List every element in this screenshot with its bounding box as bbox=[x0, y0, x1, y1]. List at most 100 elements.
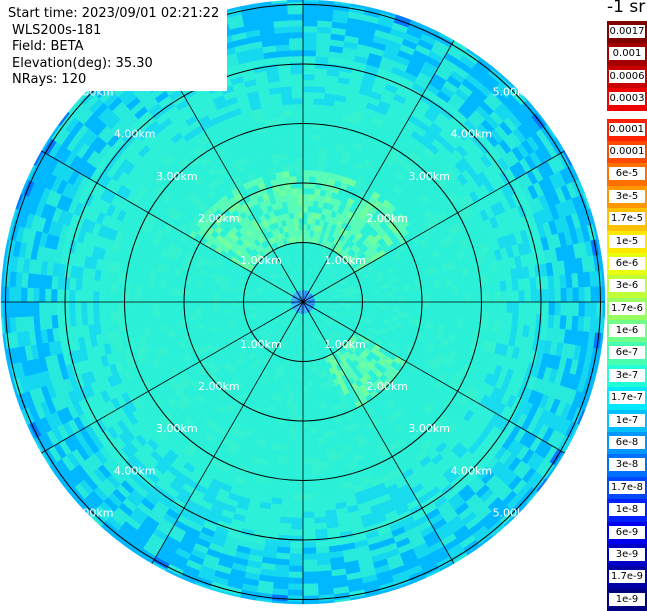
beta-cell bbox=[219, 306, 225, 311]
beta-cell bbox=[147, 310, 154, 318]
beta-cell bbox=[312, 385, 317, 392]
beta-cell bbox=[500, 281, 507, 292]
beta-cell bbox=[135, 302, 141, 311]
beta-cell bbox=[363, 299, 369, 302]
beta-cell bbox=[117, 283, 124, 293]
beta-cell bbox=[315, 523, 327, 530]
beta-cell bbox=[453, 294, 459, 302]
beta-cell bbox=[445, 317, 452, 325]
beta-cell bbox=[303, 164, 310, 170]
beta-cell bbox=[537, 289, 543, 302]
beta-cell bbox=[288, 578, 303, 584]
beta-cell bbox=[404, 291, 410, 297]
beta-cell bbox=[303, 362, 306, 368]
beta-cell bbox=[207, 297, 213, 302]
beta-cell bbox=[308, 392, 313, 398]
beta-cell bbox=[303, 440, 311, 446]
beta-cell bbox=[303, 152, 311, 158]
beta-cell bbox=[303, 140, 311, 146]
beta-cell bbox=[196, 313, 203, 319]
beta-cell bbox=[303, 578, 318, 584]
beta-cell bbox=[123, 283, 130, 293]
beta-cell bbox=[201, 307, 207, 313]
beta-cell bbox=[403, 280, 410, 286]
beta-cell bbox=[387, 293, 393, 298]
beta-cell bbox=[429, 295, 435, 302]
beta-cell bbox=[303, 452, 311, 458]
beta-cell bbox=[428, 309, 435, 316]
beta-cell bbox=[298, 392, 303, 398]
beta-cell bbox=[464, 284, 471, 293]
beta-cell bbox=[489, 302, 495, 312]
beta-cell bbox=[482, 311, 489, 321]
beta-cell bbox=[190, 313, 197, 320]
beta-cell bbox=[427, 315, 434, 322]
beta-cell bbox=[303, 158, 311, 164]
beta-cell bbox=[380, 289, 387, 294]
beta-cell bbox=[314, 86, 326, 93]
beta-cell bbox=[303, 56, 316, 62]
beta-cell bbox=[303, 68, 315, 74]
beta-cell bbox=[117, 292, 123, 302]
beta-cell bbox=[311, 140, 320, 147]
beta-cell bbox=[294, 470, 303, 476]
beta-cell bbox=[513, 291, 519, 302]
beta-cell bbox=[303, 80, 315, 86]
beta-cell bbox=[573, 302, 579, 316]
beta-cell bbox=[446, 286, 453, 294]
beta-cell bbox=[189, 302, 195, 308]
beta-cell bbox=[159, 294, 165, 302]
beta-cell bbox=[201, 297, 207, 302]
beta-cell bbox=[295, 440, 303, 446]
beta-cell bbox=[488, 312, 495, 322]
beta-cell bbox=[111, 282, 118, 292]
beta-cell bbox=[281, 432, 289, 439]
beta-cell bbox=[310, 164, 318, 171]
beta-cell bbox=[51, 276, 58, 289]
beta-cell bbox=[494, 281, 501, 292]
beta-cell bbox=[208, 311, 215, 317]
beta-cell bbox=[282, 426, 289, 433]
beta-cell bbox=[171, 295, 177, 302]
beta-cell bbox=[393, 297, 399, 302]
beta-cell bbox=[81, 279, 88, 291]
beta-cell bbox=[316, 541, 329, 548]
beta-cell bbox=[507, 291, 513, 302]
beta-cell bbox=[15, 302, 21, 317]
beta-cell bbox=[147, 286, 154, 294]
beta-cell bbox=[314, 403, 320, 410]
beta-cell bbox=[303, 224, 307, 230]
beta-cell bbox=[57, 276, 64, 289]
beta-cell bbox=[293, 494, 303, 500]
beta-cell bbox=[555, 289, 561, 303]
beta-cell bbox=[287, 445, 295, 452]
beta-cell bbox=[452, 286, 459, 294]
beta-cell bbox=[290, 554, 304, 560]
beta-cell bbox=[489, 292, 495, 302]
beta-cell bbox=[63, 289, 69, 302]
beta-cell bbox=[518, 279, 525, 291]
beta-cell bbox=[278, 535, 291, 542]
beta-cell bbox=[525, 290, 531, 302]
beta-cell bbox=[549, 289, 555, 302]
beta-cell bbox=[471, 302, 477, 311]
beta-cell bbox=[314, 517, 326, 524]
beta-cell bbox=[166, 280, 173, 288]
beta-cell bbox=[213, 293, 219, 298]
beta-cell bbox=[549, 302, 555, 315]
beta-cell bbox=[310, 158, 318, 165]
beta-cell bbox=[303, 200, 308, 206]
beta-cell bbox=[303, 536, 316, 542]
beta-cell bbox=[160, 316, 167, 324]
beta-cell bbox=[303, 506, 314, 512]
beta-cell bbox=[287, 451, 295, 458]
beta-cell bbox=[303, 122, 312, 128]
beta-cell bbox=[369, 294, 375, 298]
beta-cell bbox=[177, 295, 183, 302]
beta-cell bbox=[439, 316, 446, 324]
beta-cell bbox=[93, 302, 99, 313]
beta-cell bbox=[308, 206, 313, 212]
beta-cell bbox=[393, 307, 399, 312]
beta-cell bbox=[249, 302, 255, 305]
beta-cell bbox=[311, 445, 319, 452]
